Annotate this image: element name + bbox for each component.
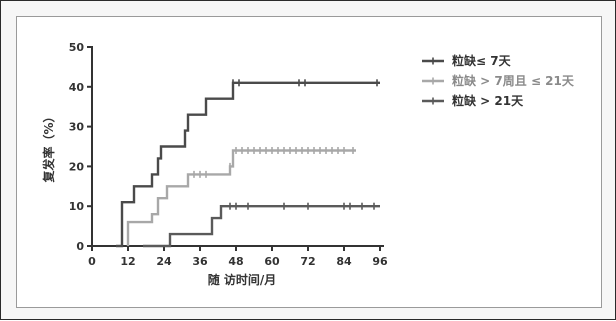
y-tick-label: 40 bbox=[69, 81, 85, 94]
y-tick-label: 0 bbox=[76, 240, 84, 253]
x-axis-title: 随 访时间/月 bbox=[208, 272, 277, 287]
x-tick-label: 24 bbox=[156, 255, 172, 268]
legend-label: 粒缺 > 21天 bbox=[452, 93, 524, 108]
x-tick-label: 0 bbox=[88, 255, 96, 268]
series-1 bbox=[116, 79, 380, 248]
x-tick-label: 12 bbox=[120, 255, 135, 268]
y-axis-title: 复发率（%） bbox=[41, 110, 56, 183]
series-line bbox=[126, 149, 356, 246]
x-tick-label: 72 bbox=[300, 255, 315, 268]
series-line bbox=[143, 204, 380, 248]
x-tick-label: 84 bbox=[336, 255, 352, 268]
series-line bbox=[116, 81, 380, 248]
chart-panel bbox=[16, 16, 602, 308]
y-tick-label: 50 bbox=[69, 41, 85, 54]
series-2 bbox=[126, 146, 356, 246]
x-tick-label: 36 bbox=[192, 255, 208, 268]
series-layer bbox=[116, 79, 380, 248]
x-tick-label: 96 bbox=[372, 255, 388, 268]
y-tick-label: 20 bbox=[69, 160, 85, 173]
series-3 bbox=[143, 202, 380, 248]
x-tick-label: 48 bbox=[228, 255, 243, 268]
y-tick-label: 30 bbox=[69, 121, 85, 134]
y-ticks: 0 10 20 30 40 50 bbox=[69, 41, 92, 253]
y-tick-label: 10 bbox=[69, 200, 85, 213]
legend-label: 粒缺≤ 7天 bbox=[452, 53, 512, 68]
x-tick-label: 60 bbox=[264, 255, 280, 268]
legend-item: 粒缺 > 7周且 ≤ 21天 bbox=[422, 73, 575, 88]
legend-item: 粒缺≤ 7天 bbox=[422, 53, 512, 68]
legend-item: 粒缺 > 21天 bbox=[422, 93, 524, 108]
legend-label: 粒缺 > 7周且 ≤ 21天 bbox=[452, 73, 575, 88]
x-ticks: 0 12 24 36 48 60 72 84 96 bbox=[88, 246, 388, 268]
axes bbox=[91, 46, 384, 247]
